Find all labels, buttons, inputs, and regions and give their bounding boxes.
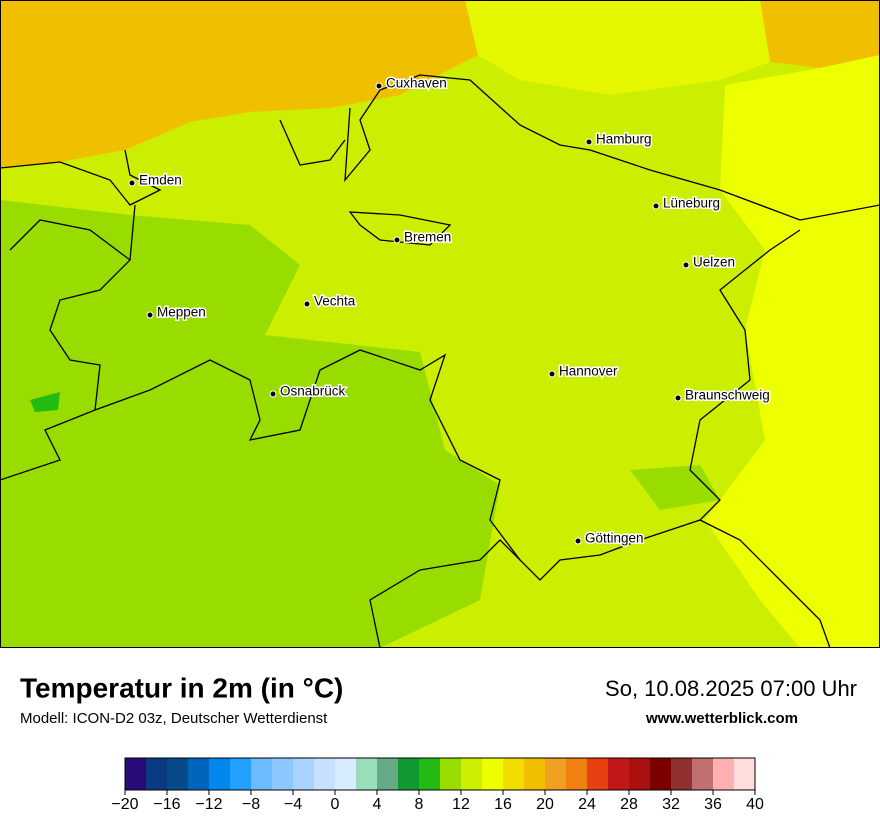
colorbar-tick-label: −4 bbox=[284, 796, 302, 813]
colorbar-segment bbox=[440, 758, 461, 790]
coastline bbox=[0, 149, 162, 206]
city-dot bbox=[375, 82, 383, 90]
city-dot bbox=[652, 202, 660, 210]
city-label: Göttingen bbox=[585, 531, 644, 546]
colorbar-segment bbox=[146, 758, 167, 790]
colorbar-segment bbox=[587, 758, 608, 790]
warm-coast-region bbox=[0, 0, 478, 168]
colorbar-segment bbox=[188, 758, 209, 790]
city-label: Vechta bbox=[314, 294, 356, 309]
city-dot bbox=[303, 300, 311, 308]
city-layer: Cuxhaven Hamburg Emden Lüneburg Bremen Uelzen… bbox=[128, 74, 771, 547]
colorbar-segment bbox=[377, 758, 398, 790]
colorbar-tick-label: −16 bbox=[153, 796, 180, 813]
colorbar-segment bbox=[713, 758, 734, 790]
colorbar-segment bbox=[671, 758, 692, 790]
colorbar-tick-label: 8 bbox=[415, 796, 424, 813]
map: Cuxhaven Hamburg Emden Lüneburg Bremen Uelzen… bbox=[0, 0, 880, 649]
national-border bbox=[0, 204, 136, 481]
city-dot bbox=[585, 138, 593, 146]
borders bbox=[0, 74, 880, 649]
colorbar-tick-label: 0 bbox=[331, 796, 340, 813]
city-dot bbox=[269, 390, 277, 398]
cool-spot bbox=[30, 392, 60, 412]
colorbar-segment bbox=[167, 758, 188, 790]
city-label: Uelzen bbox=[693, 255, 735, 270]
colorbar-tick-label: 24 bbox=[578, 796, 596, 813]
website: www.wetterblick.com bbox=[645, 710, 798, 727]
city-label: Meppen bbox=[157, 305, 206, 320]
colorbar-segment bbox=[272, 758, 293, 790]
city-label: Lüneburg bbox=[663, 196, 720, 211]
colorbar-tick-label: 12 bbox=[452, 796, 470, 813]
yellow-region bbox=[705, 55, 880, 648]
city-label: Hannover bbox=[559, 364, 618, 379]
colorbar-tick-label: 28 bbox=[620, 796, 638, 813]
colorbar-segment bbox=[209, 758, 230, 790]
colorbar-tick-label: 36 bbox=[704, 796, 722, 813]
colorbar: −20 −16 −12 −8 −4 0 4 8 12 16 20 24 28 32 36 40 bbox=[111, 757, 764, 813]
colorbar-tick-label: 40 bbox=[746, 796, 764, 813]
colorbar-segment bbox=[461, 758, 482, 790]
colorbar-segment bbox=[503, 758, 524, 790]
colorbar-segment bbox=[566, 758, 587, 790]
city-label: Bremen bbox=[404, 230, 451, 245]
colorbar-segment bbox=[545, 758, 566, 790]
yellow-region bbox=[465, 0, 770, 95]
colorbar-segment bbox=[482, 758, 503, 790]
warm-coast-region bbox=[760, 0, 880, 68]
model-info: Modell: ICON-D2 03z, Deutscher Wetterdie… bbox=[20, 710, 328, 727]
state-border bbox=[699, 519, 831, 649]
colorbar-segment bbox=[629, 758, 650, 790]
colorbar-segment bbox=[230, 758, 251, 790]
colorbar-segment bbox=[251, 758, 272, 790]
colorbar-segment bbox=[650, 758, 671, 790]
colorbar-frame bbox=[124, 757, 756, 791]
colorbar-segment bbox=[524, 758, 545, 790]
city-label: Braunschweig bbox=[685, 388, 770, 403]
colorbar-tick-label: −8 bbox=[242, 796, 260, 813]
colorbar-segment bbox=[734, 758, 755, 790]
city-dot bbox=[393, 236, 401, 244]
state-border bbox=[9, 219, 131, 261]
city-dot bbox=[548, 370, 556, 378]
colorbar-tick-label: −12 bbox=[195, 796, 222, 813]
cool-inland-region bbox=[0, 200, 500, 648]
colorbar-segment bbox=[356, 758, 377, 790]
colorbar-segment bbox=[419, 758, 440, 790]
colorbar-segment bbox=[293, 758, 314, 790]
coastline bbox=[344, 74, 591, 182]
city-label: Hamburg bbox=[596, 132, 652, 147]
colorbar-tick-label: 16 bbox=[494, 796, 512, 813]
state-border bbox=[369, 539, 521, 649]
colorbar-segment bbox=[692, 758, 713, 790]
coastline bbox=[279, 119, 346, 166]
city-dot bbox=[128, 179, 136, 187]
city-label: Emden bbox=[139, 173, 182, 188]
city-dot bbox=[674, 394, 682, 402]
city-dot bbox=[574, 537, 582, 545]
colorbar-tick-label: 20 bbox=[536, 796, 554, 813]
city-dot bbox=[146, 311, 154, 319]
city-label: Osnabrück bbox=[280, 384, 346, 399]
state-border bbox=[348, 211, 452, 246]
state-border bbox=[94, 229, 801, 581]
colorbar-segment bbox=[314, 758, 335, 790]
title: Temperatur in 2m (in °C) bbox=[20, 672, 343, 703]
city-dot bbox=[682, 261, 690, 269]
city-label: Cuxhaven bbox=[386, 76, 447, 91]
colorbar-tick-label: 4 bbox=[373, 796, 382, 813]
cool-spot bbox=[630, 465, 720, 510]
colorbar-segment bbox=[125, 758, 146, 790]
datetime: So, 10.08.2025 07:00 Uhr bbox=[605, 676, 857, 701]
colorbar-segment bbox=[398, 758, 419, 790]
colorbar-segment bbox=[335, 758, 356, 790]
colorbar-segment bbox=[608, 758, 629, 790]
state-border bbox=[589, 149, 880, 221]
colorbar-tick-label: 32 bbox=[662, 796, 680, 813]
colorbar-tick-label: −20 bbox=[111, 796, 138, 813]
